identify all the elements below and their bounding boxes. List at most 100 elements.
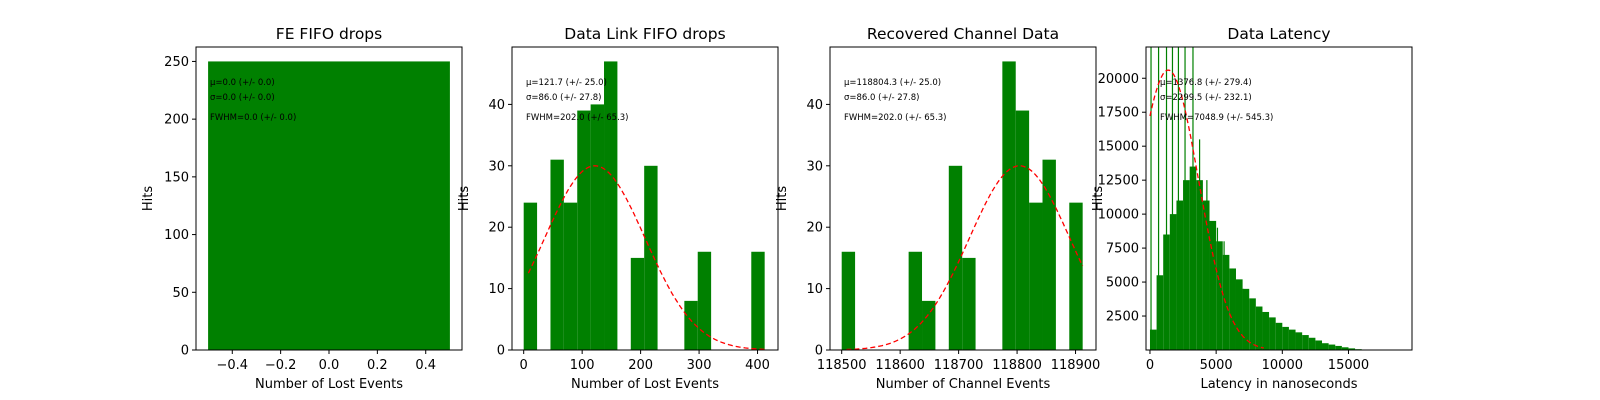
fit-stat-label: μ=118804.3 (+/- 25.0) [844,78,941,88]
plot-frame [829,46,1097,351]
histogram-bar [1335,345,1342,350]
y-tick-label: 5000 [1106,276,1139,291]
histogram-bar [550,159,564,350]
fit-stat-label: μ=121.7 (+/- 25.0) [526,78,607,88]
histogram-bar [1288,329,1296,350]
fit-stat-label: μ=0.0 (+/- 0.0) [210,78,275,88]
histogram-bar [1262,311,1270,350]
y-tick-label: 0 [181,344,189,359]
y-tick-label: 100 [164,228,189,243]
histogram-bar [1295,332,1303,350]
chart-title: FE FIFO drops [276,25,382,43]
y-tick-label: 0 [815,344,823,359]
y-tick-label: 150 [164,170,189,185]
histogram-bar [590,104,605,350]
histogram-bar [1315,340,1323,350]
histogram-bar [1069,202,1083,350]
chart-panel-2: 0 100 200 300 400 0 10 20 30 40 Data Link FIFO dro… [457,25,779,392]
histogram-bar [1275,322,1283,350]
histogram-bar [1328,344,1336,350]
y-tick-label: 10000 [1098,208,1139,223]
histogram-bar [697,251,712,350]
histogram-bar [1348,348,1356,350]
histogram-bar [1249,298,1256,350]
histogram-bar [1235,279,1243,350]
y-tick-label: 50 [172,286,189,301]
x-tick-label: 0.4 [415,358,436,373]
fit-stat-label: σ=2299.5 (+/- 232.1) [1160,93,1252,103]
histogram-bar [1176,200,1184,350]
x-tick-label: 118700 [934,358,984,373]
histogram-bar [1308,337,1316,350]
x-tick-label: 0 [1146,358,1154,373]
x-tick-label: 15000 [1328,358,1369,373]
x-axis-label: Number of Lost Events [571,377,719,392]
fit-stat-label: σ=86.0 (+/- 27.8) [844,93,919,103]
histogram-bar [1029,202,1043,350]
histogram-bar [1255,306,1263,350]
histogram-bar [1149,329,1157,350]
x-tick-label: 118600 [875,358,925,373]
x-tick-label: 0 [520,358,528,373]
y-tick-label: 20 [806,221,823,236]
plot-frame [511,46,779,351]
y-axis-label: Hits [141,186,156,211]
x-tick-label: 0.0 [319,358,340,373]
chart-title: Data Latency [1227,25,1330,43]
x-tick-label: 10000 [1262,358,1303,373]
x-axis-label: Latency in nanoseconds [1200,377,1357,392]
fit-stat-label: μ=1376.8 (+/- 279.4) [1160,78,1252,88]
x-tick-label: 0.2 [367,358,388,373]
fit-stat-label: FWHM=7048.9 (+/- 545.3) [1160,113,1273,123]
y-tick-label: 12500 [1098,174,1139,189]
x-tick-label: 118900 [1051,358,1101,373]
y-tick-label: 15000 [1098,140,1139,155]
histogram-bar [1269,317,1276,350]
chart-panel-1: −0.4 −0.2 0.0 0.2 0.4 0 50 100 150 200 250 FE FIFO … [141,25,463,392]
chart-panel-4: 0 5000 10000 15000 2500 5000 7500 10000 12500 150… [1091,25,1413,392]
histogram-bar [1002,61,1016,350]
x-tick-label: −0.4 [216,358,248,373]
histogram-bar [1282,326,1289,350]
x-tick-label: 100 [570,358,595,373]
histogram-bar [1015,110,1030,350]
x-tick-label: 400 [745,358,770,373]
y-tick-label: 250 [164,55,189,70]
y-tick-label: 200 [164,113,189,128]
histogram-bar [1202,200,1210,350]
histogram-bar [751,251,765,350]
histogram-bar [908,251,923,350]
y-tick-label: 10 [806,282,823,297]
histogram-bar [1322,343,1329,350]
x-tick-label: −0.2 [265,358,297,373]
histogram-bar [1242,288,1250,350]
histogram-bar [841,251,856,350]
y-tick-label: 30 [488,159,505,174]
histogram-bar [1169,214,1177,350]
fit-stat-label: FWHM=202.0 (+/- 65.3) [526,113,629,123]
histogram-bar [1216,241,1223,350]
y-tick-label: 0 [497,344,505,359]
chart-panel-3: 118500 118600 118700 118800 118900 0 10 20 30 40 R… [775,25,1100,392]
histogram-bars [523,61,765,350]
histogram-bar [948,165,963,350]
x-axis-label: Number of Lost Events [255,377,403,392]
histogram-bar [604,61,618,350]
fit-stat-label: σ=0.0 (+/- 0.0) [210,93,275,103]
fit-stat-label: FWHM=0.0 (+/- 0.0) [210,113,296,123]
chart-title: Recovered Channel Data [867,25,1059,43]
gaussian-fit-line [1149,69,1264,349]
x-tick-label: 118800 [992,358,1042,373]
y-axis-label: Hits [457,186,472,211]
y-tick-label: 40 [488,98,505,113]
histogram-bar [1209,220,1217,350]
histogram-bar [523,202,538,350]
fit-stat-label: FWHM=202.0 (+/- 65.3) [844,113,947,123]
x-tick-label: 300 [687,358,712,373]
histogram-bar [1302,335,1309,350]
y-axis-label: Hits [1091,186,1106,211]
plot-frame [1145,46,1413,351]
histogram-bar [1042,159,1056,350]
histogram-bar [1341,347,1349,350]
y-tick-label: 40 [806,98,823,113]
